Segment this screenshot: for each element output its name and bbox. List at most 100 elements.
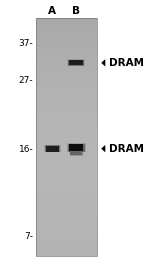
Bar: [36, 251, 97, 254]
Bar: [36, 218, 97, 220]
Bar: [36, 111, 97, 114]
Bar: [36, 180, 97, 182]
Bar: [36, 99, 97, 102]
Bar: [36, 211, 97, 213]
Bar: [36, 156, 97, 159]
Bar: [36, 168, 97, 171]
Bar: [36, 194, 97, 197]
Bar: [36, 92, 97, 95]
Text: 27-: 27-: [19, 76, 33, 85]
Bar: [36, 47, 97, 49]
Bar: [36, 71, 97, 73]
Bar: [36, 18, 97, 21]
Bar: [44, 145, 61, 152]
Bar: [36, 66, 97, 68]
Bar: [36, 197, 97, 199]
Bar: [36, 137, 97, 140]
Bar: [36, 118, 97, 121]
Bar: [36, 213, 97, 216]
Bar: [36, 80, 97, 83]
Bar: [36, 125, 97, 128]
Bar: [67, 143, 86, 153]
Bar: [36, 83, 97, 85]
Bar: [70, 152, 83, 155]
Bar: [36, 116, 97, 118]
Bar: [36, 123, 97, 125]
Bar: [36, 73, 97, 76]
Bar: [36, 95, 97, 97]
Bar: [36, 201, 97, 204]
Text: 37-: 37-: [18, 39, 33, 48]
Bar: [36, 223, 97, 225]
Bar: [36, 56, 97, 59]
Bar: [69, 144, 83, 151]
Bar: [36, 242, 97, 244]
Bar: [36, 190, 97, 192]
Bar: [36, 247, 97, 249]
Text: A: A: [48, 6, 56, 16]
Bar: [36, 152, 97, 154]
Bar: [36, 235, 97, 237]
Bar: [36, 244, 97, 247]
Bar: [36, 254, 97, 256]
Bar: [36, 187, 97, 190]
Bar: [36, 45, 97, 47]
Text: B: B: [72, 6, 80, 16]
Bar: [36, 130, 97, 133]
Bar: [36, 133, 97, 135]
Bar: [70, 152, 82, 155]
Bar: [36, 216, 97, 218]
Bar: [36, 147, 97, 149]
Bar: [36, 209, 97, 211]
Bar: [36, 40, 97, 42]
Bar: [36, 33, 97, 35]
Bar: [36, 78, 97, 80]
Bar: [36, 206, 97, 209]
Bar: [36, 228, 97, 230]
Bar: [36, 68, 97, 71]
Bar: [36, 182, 97, 185]
Text: DRAM: DRAM: [109, 58, 144, 68]
Bar: [68, 60, 84, 66]
Text: 16-: 16-: [18, 145, 33, 154]
Bar: [36, 21, 97, 23]
Bar: [36, 178, 97, 180]
Bar: [36, 249, 97, 251]
Bar: [36, 144, 97, 147]
Bar: [45, 145, 60, 152]
Bar: [36, 76, 97, 78]
Bar: [36, 49, 97, 52]
Bar: [36, 61, 97, 64]
Bar: [36, 26, 97, 28]
Bar: [36, 199, 97, 201]
Bar: [36, 237, 97, 239]
Bar: [36, 121, 97, 123]
Bar: [36, 159, 97, 161]
Bar: [36, 192, 97, 194]
Bar: [36, 114, 97, 116]
Bar: [36, 175, 97, 178]
Bar: [36, 97, 97, 99]
Bar: [36, 23, 97, 26]
Bar: [36, 142, 97, 144]
Bar: [69, 152, 83, 156]
Bar: [36, 59, 97, 61]
Bar: [36, 135, 97, 137]
Bar: [36, 42, 97, 45]
Bar: [36, 232, 97, 235]
Bar: [36, 87, 97, 90]
Bar: [36, 35, 97, 37]
Bar: [36, 173, 97, 175]
Bar: [36, 204, 97, 206]
Bar: [36, 52, 97, 54]
Bar: [36, 239, 97, 242]
Bar: [46, 146, 59, 152]
Bar: [36, 171, 97, 173]
Bar: [36, 149, 97, 152]
Bar: [36, 128, 97, 130]
Bar: [36, 54, 97, 56]
Bar: [36, 18, 97, 256]
Bar: [36, 85, 97, 87]
Bar: [36, 102, 97, 104]
Bar: [68, 144, 85, 152]
